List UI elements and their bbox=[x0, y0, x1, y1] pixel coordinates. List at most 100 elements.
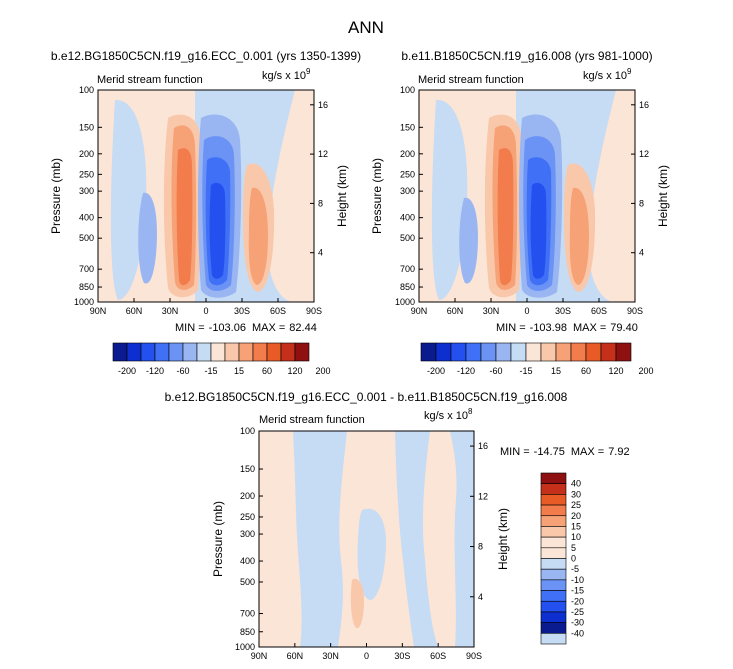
panel-2-units-exp: 9 bbox=[627, 67, 632, 76]
panel-3-colorbar-label: 0 bbox=[571, 554, 576, 564]
panel-1-ytick-label: 500 bbox=[79, 233, 94, 243]
panel-1-xtick-label: 60S bbox=[270, 306, 286, 316]
panel-2-neg-had-4 bbox=[530, 182, 547, 279]
panel-2-x-ticks: 90N 60N 30N 0 30S 60S 90S bbox=[411, 298, 643, 316]
panel-3-stats: MIN = -14.75 MAX = 7.92 bbox=[500, 446, 630, 458]
panel-3-field bbox=[258, 430, 475, 648]
panel-1-y2tick-label: 16 bbox=[318, 100, 328, 110]
panel-1-pos-ferrel-2 bbox=[248, 187, 268, 285]
panel-1-ytick-label: 250 bbox=[79, 169, 94, 179]
panel-2-colorbar-box bbox=[615, 342, 632, 362]
panel-2-colorbar-label: 120 bbox=[608, 366, 623, 376]
panel-3-xtick-label: 90N bbox=[251, 651, 268, 661]
panel-1-colorbar-box bbox=[182, 342, 198, 362]
panel-3-colorbar-box bbox=[540, 472, 567, 484]
panel-3-y2tick-label: 16 bbox=[478, 441, 488, 451]
panel-1-colorbar-box bbox=[224, 342, 240, 362]
panel-1-neg-nh-outer bbox=[110, 99, 147, 300]
panel-2-max-label: MAX = bbox=[573, 322, 606, 334]
panel-3-y2-ticks: 16 12 8 4 bbox=[470, 441, 488, 602]
panel-3-ytick-label: 700 bbox=[240, 609, 255, 619]
panel-2-y2tick-label: 16 bbox=[639, 100, 649, 110]
panel-2-ytick-label: 300 bbox=[400, 186, 415, 196]
panel-3-xtick-label: 60S bbox=[430, 651, 446, 661]
panel-2-colorbar-box bbox=[420, 342, 437, 362]
panel-2-colorbar-box bbox=[600, 342, 617, 362]
panel-2: b.e11.B1850C5CN.f19_g16.008 (yrs 981-100… bbox=[370, 49, 670, 376]
panel-1-max: 82.44 bbox=[289, 322, 317, 334]
panel-3-colorbar-box bbox=[540, 622, 567, 634]
panel-3-ylabel: Pressure (mb) bbox=[211, 501, 225, 577]
panel-1-y2-ticks: 16 12 8 4 bbox=[310, 100, 328, 258]
panel-1-xtick-label: 30S bbox=[234, 306, 250, 316]
panel-2-xtick-label: 30N bbox=[483, 306, 500, 316]
panel-1-colorbar-label: -120 bbox=[146, 366, 164, 376]
panel-3-colorbar-box bbox=[540, 568, 567, 581]
panel-3-colorbar-box bbox=[540, 515, 567, 527]
panel-2-colorbar-box bbox=[570, 342, 587, 362]
panel-1-colorbar-box bbox=[154, 342, 170, 362]
panel-2-colorbar-box bbox=[480, 342, 497, 362]
panel-3-y2tick-label: 8 bbox=[478, 542, 483, 552]
panel-2-max: 79.40 bbox=[610, 322, 638, 334]
panel-1-y2tick-label: 12 bbox=[318, 149, 328, 159]
panel-1-xtick-label: 30N bbox=[162, 306, 179, 316]
panel-1-ytick-label: 200 bbox=[79, 149, 94, 159]
panel-1-ylabel: Pressure (mb) bbox=[49, 158, 63, 234]
panel-2-ytick-label: 1000 bbox=[395, 297, 415, 307]
panel-1-colorbar-box bbox=[280, 342, 296, 362]
panel-1-colorbar: -200 -120 -60 -15 15 60 120 200 bbox=[112, 342, 331, 376]
panel-2-neg-nh-mid bbox=[459, 197, 478, 284]
panel-3-colorbar-box bbox=[540, 526, 567, 538]
panel-3-ytick-label: 1000 bbox=[235, 642, 255, 652]
panel-1-colorbar-label: -15 bbox=[204, 366, 217, 376]
panel-3-colorbar-label: 30 bbox=[571, 489, 581, 499]
panel-1-x-ticks: 90N 60N 30N 0 30S 60S 90S bbox=[90, 298, 322, 316]
panel-2-stats: MIN = -103.98 MAX = 79.40 bbox=[496, 322, 638, 334]
panel-2-xtick-label: 90S bbox=[627, 306, 643, 316]
panel-1-xtick-label: 90S bbox=[306, 306, 322, 316]
panel-1-y2tick-label: 8 bbox=[318, 198, 323, 208]
panel-3-ytick-label: 500 bbox=[240, 577, 255, 587]
panel-2-colorbar-label: 15 bbox=[551, 366, 561, 376]
panel-3-colorbar-box bbox=[540, 483, 567, 495]
panel-3-colorbar-label: 15 bbox=[571, 521, 581, 531]
panel-1-neg-nh-mid bbox=[138, 192, 157, 284]
panel-3-xtick-label: 60N bbox=[287, 651, 304, 661]
panel-1-colorbar-box bbox=[266, 342, 282, 362]
panel-3-x-ticks: 90N 60N 30N 0 30S 60S 90S bbox=[251, 643, 482, 661]
panel-1-units-base: kg/s x 10 bbox=[262, 70, 306, 82]
panel-3-colorbar-box bbox=[540, 558, 567, 570]
panel-1-colorbar-box bbox=[210, 342, 226, 362]
panel-2-min-label: MIN = bbox=[496, 322, 526, 334]
panel-3-units: kg/s x 108 bbox=[424, 407, 473, 422]
panel-1-colorbar-box bbox=[168, 342, 184, 362]
panel-3-ytick-label: 400 bbox=[240, 556, 255, 566]
panel-1-max-label: MAX = bbox=[252, 322, 285, 334]
panel-1-ytick-label: 700 bbox=[79, 264, 94, 274]
panel-1-ytick-label: 1000 bbox=[74, 297, 94, 307]
panel-3-colorbar-label: 20 bbox=[571, 511, 581, 521]
panel-3-colorbar-label: -10 bbox=[571, 575, 584, 585]
panel-3-y-ticks: 100 150 200 250 300 400 500 700 850 1000 bbox=[235, 426, 263, 652]
panel-3-colorbar-label: -25 bbox=[571, 607, 584, 617]
panel-1-colorbar-box bbox=[140, 342, 156, 362]
panel-1-min: -103.06 bbox=[209, 322, 246, 334]
panel-2-colorbar-box bbox=[585, 342, 602, 362]
panel-2-title: b.e11.B1850C5CN.f19_g16.008 (yrs 981-100… bbox=[401, 49, 652, 63]
panel-2-xtick-label: 60N bbox=[447, 306, 464, 316]
panel-3-xtick-label: 90S bbox=[466, 651, 482, 661]
panel-3-max-label: MAX = bbox=[571, 446, 604, 458]
panel-3-colorbar-box bbox=[540, 633, 567, 645]
panel-2-pos-ferrel-2 bbox=[569, 187, 589, 285]
panel-1-colorbar-label: 200 bbox=[315, 366, 330, 376]
panel-1-colorbar-box bbox=[126, 342, 142, 362]
panel-2-ytick-label: 200 bbox=[400, 149, 415, 159]
panel-2-xtick-label: 60S bbox=[591, 306, 607, 316]
panel-1-colorbar-label: 120 bbox=[287, 366, 302, 376]
panel-1: b.e12.BG1850C5CN.f19_g16.ECC_0.001 (yrs … bbox=[49, 49, 361, 376]
panel-2-ytick-label: 100 bbox=[400, 85, 415, 95]
panel-1-colorbar-label: 60 bbox=[262, 366, 272, 376]
panel-3-colorbar-label: -15 bbox=[571, 586, 584, 596]
